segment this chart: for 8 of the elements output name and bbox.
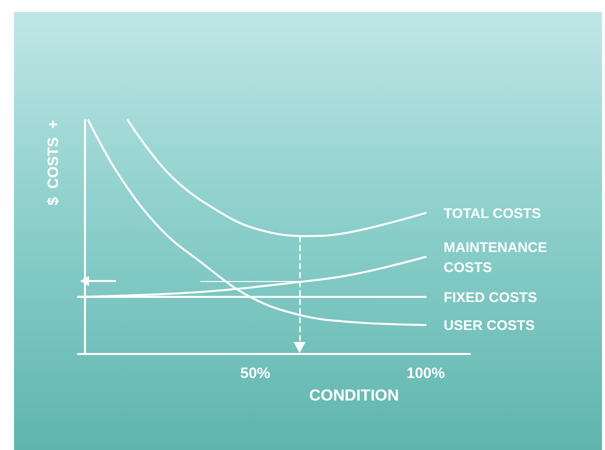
series-label: MAINTENANCE COSTS [444, 238, 552, 275]
x-axis-title: CONDITION [309, 388, 399, 404]
series-label: USER COSTS [444, 316, 535, 333]
x-tick-label: 100% [406, 365, 445, 382]
series-label: FIXED COSTS [444, 288, 538, 305]
y-axis-title: $ COSTS + [44, 120, 62, 206]
x-tick-label: 50% [240, 365, 270, 382]
series-label: TOTAL COSTS [444, 204, 541, 221]
